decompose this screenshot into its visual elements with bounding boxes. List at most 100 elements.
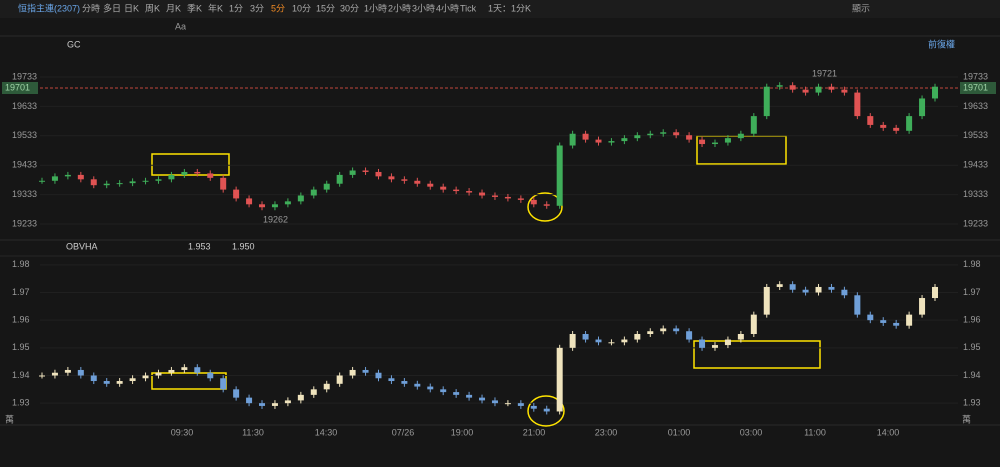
candle [699,139,706,145]
y-tick-label: 19233 [12,218,37,228]
y-tick-label: 1.98 [963,259,981,269]
period-tab[interactable]: 4小時 [436,3,459,13]
display-btn[interactable]: 顯示 [852,3,870,13]
candle [168,369,175,373]
adjust[interactable]: 前復權 [928,38,955,49]
period-tab[interactable]: 多日 [103,2,121,13]
candle [39,375,45,377]
period-tab[interactable]: 5分 [271,3,285,13]
panel-title: OBVHA [66,241,98,251]
period-tab[interactable]: 月K [166,3,181,13]
candle [569,334,576,348]
candle [155,372,162,376]
price-tag [960,82,996,94]
period-tab[interactable]: 15分 [316,3,335,13]
y-tick-label: 19233 [963,218,988,228]
candle [737,133,744,139]
candle [259,403,266,406]
candle [323,183,330,190]
candle [711,345,718,348]
candle [51,372,58,376]
candle [323,383,330,390]
candle [776,85,783,87]
candle [336,174,343,184]
candle [789,284,796,290]
y-tick-label: 1.96 [963,315,981,325]
x-tick-label: 21:00 [523,427,546,437]
candle [828,286,835,290]
candle [440,186,447,190]
candle [466,191,473,193]
candle [686,135,693,140]
candle [776,284,783,287]
candle [841,289,848,296]
symbol[interactable]: 恒指主連(2307) [18,2,80,13]
period-tab[interactable]: 分時 [82,3,100,13]
highlight-box [151,153,230,176]
candle [233,389,240,398]
candle [194,367,201,373]
period-tab[interactable]: 3分 [250,3,264,13]
candle [763,86,770,117]
candle [181,367,188,370]
y-tick-label: 1.95 [963,342,981,352]
period-tab[interactable]: 30分 [340,3,359,13]
highlight-circle [527,395,565,427]
candle [517,403,524,406]
candle [673,328,680,332]
candle [103,183,110,186]
candle [103,381,110,384]
period-tab[interactable]: 日K [124,3,139,13]
highlight-circle [527,192,563,222]
candle [90,375,97,382]
y-tick-label: 19633 [963,101,988,111]
candle [893,127,900,131]
candle [77,174,84,180]
period-tab[interactable]: 1小時 [364,3,387,13]
y-tick-label: 19433 [963,160,988,170]
y-tick-label: 1.96 [12,315,30,325]
font-tool[interactable]: Aa [175,21,186,31]
candle [64,174,71,177]
candle [388,176,395,180]
y-tick-label: 1.95 [12,342,30,352]
period-tab[interactable]: 周K [145,3,160,13]
x-tick-label: 14:30 [315,427,338,437]
candle [479,397,486,401]
period-tab[interactable]: 年K [208,2,223,13]
indicator-value: 1.950 [232,241,255,251]
candle [64,369,71,373]
y-tick-label: 1.94 [963,370,981,380]
y-tick-label: 1.94 [12,370,30,380]
candle [440,389,447,393]
candle [401,179,408,181]
y-tick-label: 19533 [12,130,37,140]
x-tick-label: 07/26 [392,427,415,437]
period-tab[interactable]: 季K [187,2,202,13]
period-tab[interactable]: 1分 [229,3,243,13]
candle [246,198,253,205]
period-tab[interactable]: 3小時 [412,3,435,13]
candle [595,139,602,143]
period-tab[interactable]: 10分 [292,3,311,13]
y-tick-label: 1.97 [12,287,30,297]
candle [686,331,693,340]
candle [919,298,926,315]
panel-title: GC [67,39,81,49]
candle [168,174,175,180]
candle [906,116,913,131]
candle [155,179,162,181]
candle [621,339,628,343]
period-tab[interactable]: Tick [460,3,477,13]
candle [724,138,731,143]
candle [271,204,278,208]
price-tag [2,82,38,94]
candle [375,372,382,379]
period-tab[interactable]: 1天：1分K [488,3,531,13]
period-tab[interactable]: 2小時 [388,3,411,13]
candle [129,181,136,184]
price-tag-label: 19701 [5,82,30,92]
candle [608,141,615,143]
candle [142,180,149,182]
candle [453,392,460,395]
